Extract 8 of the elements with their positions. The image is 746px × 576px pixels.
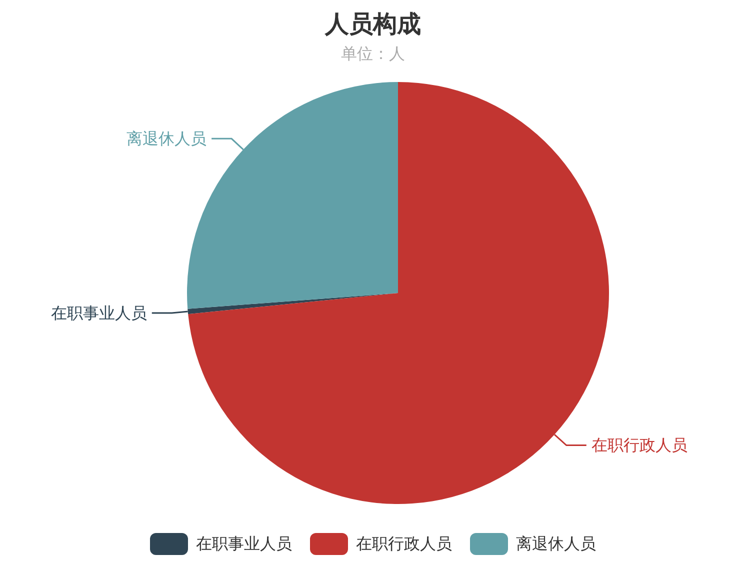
legend-label: 在职事业人员 bbox=[196, 534, 292, 554]
chart-title: 人员构成 bbox=[324, 9, 422, 40]
legend-label: 在职行政人员 bbox=[356, 534, 452, 554]
legend-label: 离退休人员 bbox=[516, 534, 596, 554]
slice-label: 在职行政人员 bbox=[591, 436, 688, 455]
slice-label: 离退休人员 bbox=[126, 129, 207, 148]
chart-subtitle: 单位：人 bbox=[340, 44, 406, 65]
slice-label: 在职事业人员 bbox=[50, 303, 147, 322]
